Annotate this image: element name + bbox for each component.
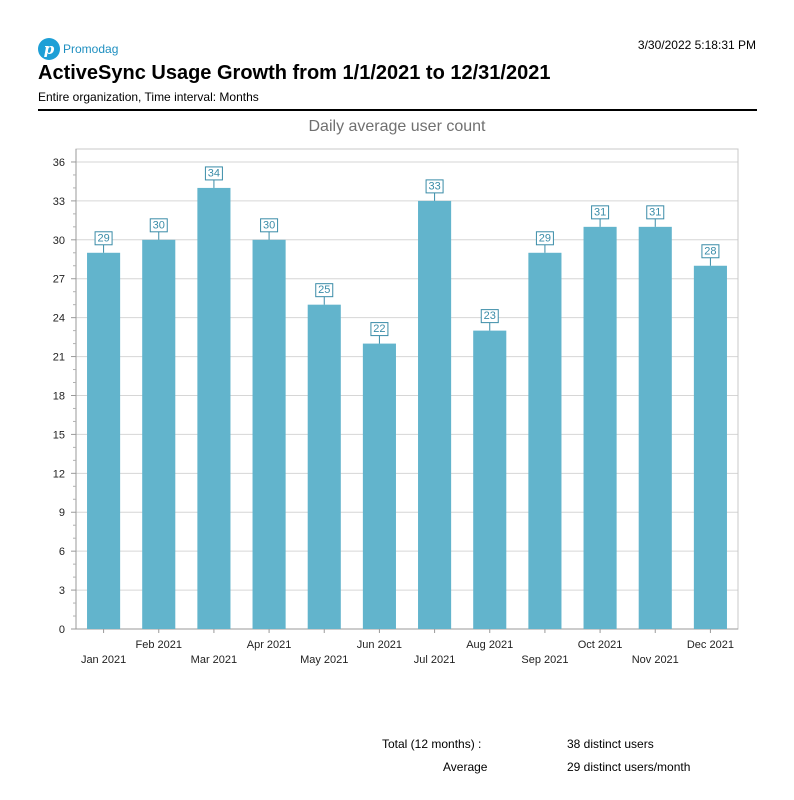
x-tick-label: Mar 2021 [191, 654, 237, 666]
grid-lines [76, 161, 738, 591]
brand-name: Promodag [63, 42, 119, 56]
x-tick-label: Nov 2021 [632, 654, 679, 666]
data-label-box [149, 218, 168, 233]
x-tick-label: Jul 2021 [414, 654, 456, 666]
average-label: Average [443, 760, 488, 774]
x-tick-label: Sep 2021 [521, 654, 568, 666]
report-timestamp: 3/30/2022 5:18:31 PM [637, 38, 756, 52]
y-tick-label: 12 [53, 468, 65, 480]
bar [307, 304, 341, 629]
header-divider [38, 109, 757, 111]
data-label-box [370, 322, 389, 337]
data-label-box [315, 283, 334, 298]
y-tick-label: 15 [53, 429, 65, 441]
bar [693, 265, 727, 629]
x-tick-label: May 2021 [300, 654, 348, 666]
promodag-logo: p Promodag [38, 38, 118, 60]
report-subtitle: Entire organization, Time interval: Mont… [38, 90, 259, 104]
axes [71, 149, 738, 633]
data-label-box [535, 231, 554, 246]
bar [362, 343, 396, 629]
data-label-box [204, 166, 223, 181]
y-tick-label: 33 [53, 196, 65, 208]
y-tick-label: 9 [59, 507, 65, 519]
data-label: 25 [318, 284, 330, 296]
y-tick-label: 36 [53, 157, 65, 169]
data-label-box [260, 218, 279, 233]
data-label: 31 [594, 206, 606, 218]
total-value: 38 distinct users [567, 737, 654, 751]
data-labels: 29 30 34 30 25 22 33 23 29 31 31 28 [94, 166, 720, 344]
bar [142, 239, 176, 629]
y-tick-label: 18 [53, 390, 65, 402]
data-label: 28 [704, 245, 716, 257]
x-tick-label: Jun 2021 [357, 639, 402, 651]
y-tick-label: 6 [59, 546, 65, 558]
data-label-box [646, 205, 665, 220]
x-tick-label: Dec 2021 [687, 639, 734, 651]
bar [252, 239, 286, 629]
data-label-box [425, 179, 444, 194]
y-tick-label: 3 [59, 585, 65, 597]
data-label: 30 [153, 219, 165, 231]
data-label-box [701, 244, 720, 259]
bar [87, 252, 121, 629]
bars [87, 187, 727, 629]
chart-title: Daily average user count [309, 118, 487, 135]
y-tick-label: 0 [59, 624, 65, 636]
data-label-box [94, 231, 113, 246]
x-tick-label: Feb 2021 [136, 639, 182, 651]
x-tick-labels: Jan 2021 Feb 2021 Mar 2021 Apr 2021 May 2021… [81, 639, 734, 666]
x-tick-label: Jan 2021 [81, 654, 126, 666]
bar [638, 226, 672, 629]
average-value: 29 distinct users/month [567, 760, 691, 774]
y-tick-label: 27 [53, 274, 65, 286]
bar [418, 200, 452, 629]
data-label-box [480, 309, 499, 324]
y-tick-label: 24 [53, 313, 65, 325]
data-label: 29 [97, 232, 109, 244]
bar [473, 330, 507, 629]
promodag-logo-icon: p [38, 38, 60, 60]
y-tick-label: 21 [53, 352, 65, 364]
data-label: 34 [208, 167, 220, 179]
bar [583, 226, 617, 629]
data-label: 30 [263, 219, 275, 231]
report-title: ActiveSync Usage Growth from 1/1/2021 to… [38, 62, 551, 84]
data-label: 33 [428, 180, 440, 192]
usage-bar-chart: Daily average user count 293034302522332… [53, 118, 739, 666]
data-label: 23 [484, 310, 496, 322]
bar [528, 252, 562, 629]
bar [197, 187, 231, 629]
x-tick-label: Aug 2021 [466, 639, 513, 651]
y-tick-label: 30 [53, 235, 65, 247]
data-label: 22 [373, 323, 385, 335]
data-label-box [591, 205, 610, 220]
data-label: 29 [539, 232, 551, 244]
x-tick-label: Oct 2021 [578, 639, 623, 651]
total-label: Total (12 months) : [382, 737, 482, 751]
data-label: 31 [649, 206, 661, 218]
x-tick-label: Apr 2021 [247, 639, 292, 651]
